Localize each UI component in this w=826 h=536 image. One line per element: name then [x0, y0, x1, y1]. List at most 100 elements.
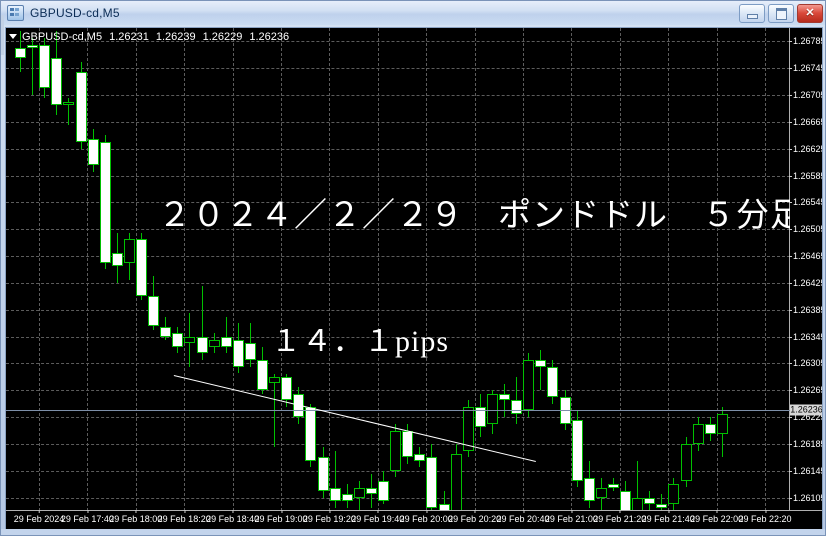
chart-high-value: 1.26239 [155, 30, 196, 43]
maximize-button[interactable] [768, 4, 794, 23]
minimize-button[interactable] [739, 4, 765, 23]
time-tick-label: 29 Feb 22:00 [690, 510, 744, 524]
candle-body-bullish [668, 484, 680, 505]
candlestick [51, 28, 63, 511]
time-tick-label: 29 Feb 21:00 [544, 510, 598, 524]
candlestick [414, 28, 426, 511]
candle-body-bearish [365, 487, 377, 495]
candle-wick [661, 494, 663, 511]
time-tick-label: 29 Feb 2024 [13, 510, 65, 524]
candlestick [111, 28, 123, 511]
chart-symbol-label: GBPUSD-cd,M5 [22, 30, 103, 43]
candlestick [571, 28, 583, 511]
candle-wick [443, 490, 445, 511]
window-title: GBPUSD-cd,M5 [30, 6, 120, 20]
candle-body-bearish [656, 504, 668, 508]
price-tick-label: 1.26305 [789, 358, 822, 368]
candle-wick [225, 316, 227, 354]
chart-plot-area[interactable]: GBPUSD-cd,M5 1.26231 1.26239 1.26229 1.2… [6, 28, 790, 511]
candlestick [63, 28, 75, 511]
price-tick-label: 1.26385 [789, 305, 822, 315]
candlestick [244, 28, 256, 511]
candle-body-bullish [523, 360, 535, 411]
candle-body-bearish [244, 343, 256, 361]
price-tick-label: 1.26145 [789, 466, 822, 476]
candlestick [184, 28, 196, 511]
chart-left-scrollbar-sliver[interactable] [1, 15, 4, 55]
candlestick [656, 28, 668, 511]
candle-body-bullish [462, 407, 474, 451]
price-tick-label: 1.26345 [789, 332, 822, 342]
candlestick [632, 28, 644, 511]
time-tick-label: 29 Feb 18:00 [109, 510, 163, 524]
candle-body-bearish [583, 477, 595, 501]
chevron-down-icon[interactable] [9, 34, 17, 39]
candlestick [426, 28, 438, 511]
time-tick-label: 29 Feb 18:40 [206, 510, 260, 524]
candle-body-bearish [547, 366, 559, 397]
candlestick [136, 28, 147, 511]
candlestick [257, 28, 268, 511]
price-scale[interactable]: 1.26785 1.26745 1.26705 1.26665 1.26625 1.265… [789, 28, 822, 511]
candle-body-bearish [704, 423, 716, 434]
time-tick-label: 29 Feb 19:40 [351, 510, 405, 524]
price-tick-label: 1.26545 [789, 197, 822, 207]
candle-wick [334, 450, 336, 508]
candle-body-bearish [39, 44, 51, 89]
candlestick [39, 28, 51, 511]
close-icon: ✕ [805, 7, 815, 19]
price-tick-label: 1.26105 [789, 493, 822, 503]
status-bar [1, 529, 825, 535]
time-tick-label: 29 Feb 19:20 [302, 510, 356, 524]
chart-window-icon [7, 5, 24, 21]
candle-body-bearish [474, 407, 486, 428]
candle-body-bullish [390, 430, 402, 471]
candlestick [511, 28, 523, 511]
price-tick-label: 1.26745 [789, 63, 822, 73]
candle-body-bearish [317, 457, 329, 491]
candle-body-bearish [111, 252, 123, 267]
candle-body-bearish [281, 376, 293, 401]
candle-body-bearish [172, 333, 184, 347]
price-tick-label: 1.26705 [789, 90, 822, 100]
candle-body-bearish [87, 138, 99, 166]
grid-line-vertical [765, 28, 766, 511]
candlestick [474, 28, 486, 511]
candle-wick [68, 98, 70, 126]
candlestick [353, 28, 365, 511]
current-price-line [6, 409, 790, 411]
candlestick [329, 28, 341, 511]
candlestick [220, 28, 232, 511]
candlestick [680, 28, 692, 511]
minimize-icon [746, 14, 758, 19]
candle-body-bullish [450, 454, 462, 511]
candle-body-bearish [148, 296, 160, 327]
time-tick-label: 29 Feb 17:40 [60, 510, 114, 524]
candle-body-bearish [620, 490, 631, 511]
time-tick-label: 29 Feb 19:00 [254, 510, 308, 524]
window-titlebar[interactable]: GBPUSD-cd,M5 ✕ [1, 1, 825, 25]
time-scale[interactable]: 29 Feb 2024 29 Feb 17:40 29 Feb 18:00 29 Fe… [6, 510, 822, 530]
candle-body-bearish [51, 58, 63, 106]
candle-body-bearish [607, 484, 619, 488]
candlestick [486, 28, 498, 511]
candle-body-bearish [75, 71, 87, 142]
candle-wick [540, 350, 542, 391]
candlestick [402, 28, 414, 511]
candle-body-bearish [257, 360, 268, 391]
time-tick-label: 29 Feb 20:40 [496, 510, 550, 524]
candlestick [583, 28, 595, 511]
candlestick [99, 28, 111, 511]
chart-frame: GBPUSD-cd,M5 1.26231 1.26239 1.26229 1.2… [5, 27, 823, 531]
candle-body-bearish [535, 360, 547, 367]
candle-body-bullish [595, 487, 607, 498]
candle-body-bearish [571, 420, 583, 481]
price-tick-label: 1.26665 [789, 117, 822, 127]
candle-body-bearish [414, 454, 426, 461]
current-price-label: 1.26236 [790, 404, 823, 416]
candle-body-bearish [305, 407, 317, 461]
candle-body-bearish [438, 504, 450, 511]
candlestick [450, 28, 462, 511]
price-tick-label: 1.26785 [789, 36, 822, 46]
close-button[interactable]: ✕ [797, 4, 823, 23]
